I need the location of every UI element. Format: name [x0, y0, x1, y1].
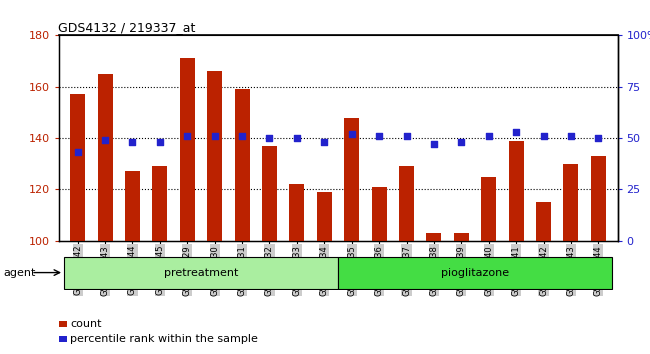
Point [265, 135, 275, 141]
Bar [262, 146, 277, 241]
Text: GDS4132 / 219337_at: GDS4132 / 219337_at [58, 21, 196, 34]
Bar [289, 184, 304, 241]
Point [538, 133, 549, 139]
Bar [152, 166, 168, 241]
Point [456, 139, 467, 145]
Point [511, 129, 521, 135]
Bar [207, 72, 222, 241]
Text: percentile rank within the sample: percentile rank within the sample [70, 334, 258, 344]
Point [484, 133, 494, 139]
Point [319, 139, 330, 145]
Bar [372, 187, 387, 241]
Bar [399, 166, 414, 241]
Point [374, 133, 384, 139]
Text: count: count [70, 319, 101, 329]
Bar [481, 177, 496, 241]
Bar [338, 257, 612, 289]
Point [429, 141, 439, 147]
Text: pioglitazone: pioglitazone [441, 268, 509, 278]
Bar [64, 257, 338, 289]
Bar [317, 192, 332, 241]
Point [237, 133, 247, 139]
Bar [426, 233, 441, 241]
Text: agent: agent [3, 268, 36, 278]
Point [73, 150, 83, 155]
Bar [98, 74, 112, 241]
Bar [454, 233, 469, 241]
Bar [180, 58, 195, 241]
Point [346, 131, 357, 137]
Point [401, 133, 411, 139]
Bar [536, 202, 551, 241]
Point [593, 135, 603, 141]
Bar [125, 171, 140, 241]
Point [155, 139, 165, 145]
Point [292, 135, 302, 141]
Bar [591, 156, 606, 241]
Point [182, 133, 192, 139]
Point [100, 137, 110, 143]
Bar [70, 95, 85, 241]
Bar [235, 89, 250, 241]
Point [209, 133, 220, 139]
Point [566, 133, 576, 139]
Point [127, 139, 138, 145]
Text: pretreatment: pretreatment [164, 268, 238, 278]
Bar [508, 141, 524, 241]
Bar [344, 118, 359, 241]
Bar [564, 164, 578, 241]
